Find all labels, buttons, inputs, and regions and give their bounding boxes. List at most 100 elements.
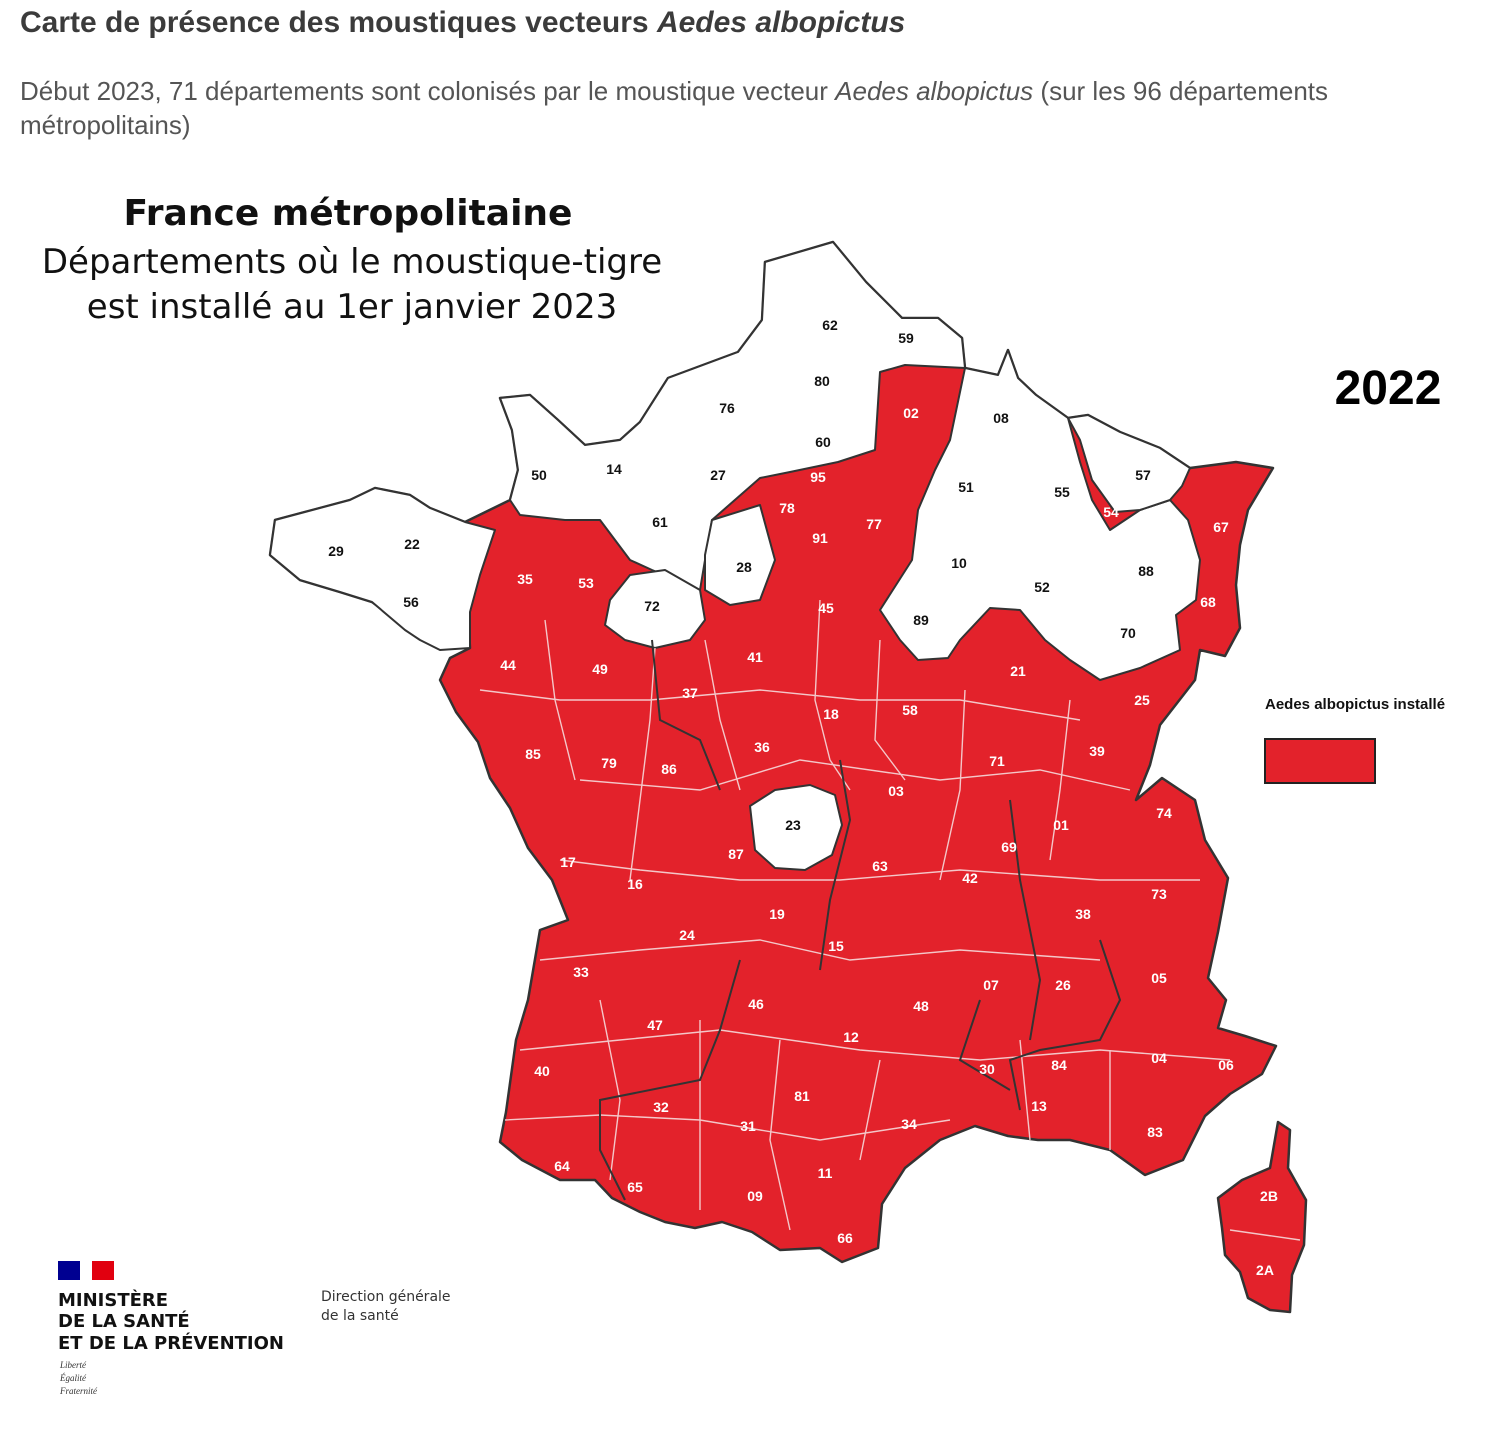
- dept-label-10: 10: [951, 555, 967, 571]
- ministry-logo: MINISTÈRE DE LA SANTÉ ET DE LA PRÉVENTIO…: [58, 1261, 451, 1396]
- dept-label-18: 18: [823, 706, 839, 722]
- dept-label-11: 11: [818, 1165, 833, 1181]
- dept-label-53: 53: [578, 575, 594, 591]
- dept-label-67: 67: [1213, 519, 1229, 535]
- dept-label-22: 22: [404, 536, 420, 552]
- dept-label-27: 27: [710, 467, 726, 483]
- dept-label-34: 34: [901, 1116, 917, 1132]
- dept-label-12: 12: [843, 1029, 859, 1045]
- dept-label-81: 81: [794, 1088, 810, 1104]
- dept-label-55: 55: [1054, 484, 1070, 500]
- dept-label-70: 70: [1120, 625, 1136, 641]
- dept-label-73: 73: [1151, 886, 1167, 902]
- dept-label-60: 60: [815, 434, 831, 450]
- dept-label-08: 08: [993, 410, 1009, 426]
- subtitle-prefix: Début 2023, 71 départements sont colonis…: [20, 76, 836, 106]
- year-label: 2022: [1335, 362, 1442, 415]
- dept-label-62: 62: [822, 317, 838, 333]
- department-borders: [479, 599, 1301, 1241]
- page-title: Carte de présence des moustiques vecteur…: [20, 6, 905, 40]
- region-borders: [599, 639, 1122, 1201]
- logo-line2: DE LA SANTÉ: [58, 1310, 190, 1332]
- dept-label-58: 58: [902, 702, 918, 718]
- dept-label-23: 23: [785, 817, 801, 833]
- zone-sarthe: [604, 569, 706, 649]
- dept-label-64: 64: [554, 1158, 570, 1174]
- dept-label-24: 24: [679, 927, 695, 943]
- dept-label-84: 84: [1051, 1057, 1067, 1073]
- dept-label-15: 15: [828, 938, 844, 954]
- legend-swatch-installed: [1264, 738, 1376, 784]
- dept-label-61: 61: [652, 514, 668, 530]
- map-heading-line2: Départements où le moustique-tigre: [42, 242, 662, 282]
- dept-label-83: 83: [1147, 1124, 1163, 1140]
- zone-east: [879, 349, 1201, 681]
- dept-label-33: 33: [573, 964, 589, 980]
- subtitle-suffix: (sur les 96 départements métropolitains): [20, 76, 1328, 140]
- dept-label-21: 21: [1010, 663, 1026, 679]
- title-species: Aedes albopictus: [656, 6, 906, 39]
- motto-line2: Égalité: [59, 1373, 87, 1383]
- legend-label: Aedes albopictus installé: [1265, 696, 1445, 713]
- dept-label-76: 76: [719, 400, 735, 416]
- dept-label-07: 07: [983, 977, 999, 993]
- dept-label-04: 04: [1151, 1050, 1167, 1066]
- dept-label-2A: 2A: [1256, 1262, 1274, 1278]
- dept-label-40: 40: [534, 1063, 550, 1079]
- dept-label-59: 59: [898, 330, 914, 346]
- dept-label-88: 88: [1138, 563, 1154, 579]
- zone-brittany: [269, 487, 496, 651]
- dept-label-17: 17: [560, 854, 576, 870]
- dept-label-51: 51: [958, 479, 974, 495]
- dept-label-02: 02: [903, 405, 919, 421]
- dept-label-52: 52: [1034, 579, 1050, 595]
- dept-label-36: 36: [754, 739, 770, 755]
- dept-label-46: 46: [748, 996, 764, 1012]
- dept-label-69: 69: [1001, 839, 1017, 855]
- map-legend: Aedes albopictus installé: [1264, 696, 1445, 784]
- dept-label-42: 42: [962, 870, 978, 886]
- dept-label-28: 28: [736, 559, 752, 575]
- dept-label-14: 14: [606, 461, 622, 477]
- dept-label-71: 71: [989, 753, 1005, 769]
- zone-moselle: [1067, 414, 1191, 513]
- dept-label-37: 37: [682, 685, 698, 701]
- dept-label-39: 39: [1089, 743, 1105, 759]
- dept-label-41: 41: [747, 649, 763, 665]
- dept-label-25: 25: [1134, 692, 1150, 708]
- dept-label-79: 79: [601, 755, 617, 771]
- dept-label-19: 19: [769, 906, 785, 922]
- dept-label-47: 47: [647, 1017, 663, 1033]
- subtitle-species: Aedes albopictus: [835, 76, 1034, 106]
- flag-blue: [58, 1261, 80, 1280]
- dept-label-26: 26: [1055, 977, 1071, 993]
- dept-label-2B: 2B: [1260, 1188, 1278, 1204]
- dept-label-80: 80: [814, 373, 830, 389]
- logo-line1: MINISTÈRE: [58, 1289, 168, 1311]
- page-subtitle: Début 2023, 71 départements sont colonis…: [20, 74, 1460, 142]
- dept-label-65: 65: [627, 1179, 643, 1195]
- dept-label-05: 05: [1151, 970, 1167, 986]
- dept-label-29: 29: [328, 543, 344, 559]
- dept-label-48: 48: [913, 998, 929, 1014]
- dept-label-03: 03: [888, 783, 904, 799]
- flag-white: [80, 1261, 92, 1280]
- dept-label-06: 06: [1218, 1057, 1234, 1073]
- dept-label-72: 72: [644, 598, 660, 614]
- dgs-line2: de la santé: [321, 1308, 399, 1324]
- not-installed-zones: [269, 241, 1201, 871]
- dept-label-57: 57: [1135, 467, 1151, 483]
- zone-eure-et-loir: [704, 504, 776, 606]
- dgs-line1: Direction générale: [321, 1289, 451, 1305]
- dept-label-87: 87: [728, 846, 744, 862]
- dept-label-68: 68: [1200, 594, 1216, 610]
- corsica: [1216, 1120, 1308, 1314]
- dept-label-95: 95: [810, 469, 826, 485]
- dept-label-35: 35: [517, 571, 533, 587]
- dept-label-50: 50: [531, 467, 547, 483]
- dept-label-74: 74: [1156, 805, 1172, 821]
- dept-label-77: 77: [866, 516, 882, 532]
- dept-label-63: 63: [872, 858, 888, 874]
- zone-north-west: [499, 241, 966, 591]
- dept-label-86: 86: [661, 761, 677, 777]
